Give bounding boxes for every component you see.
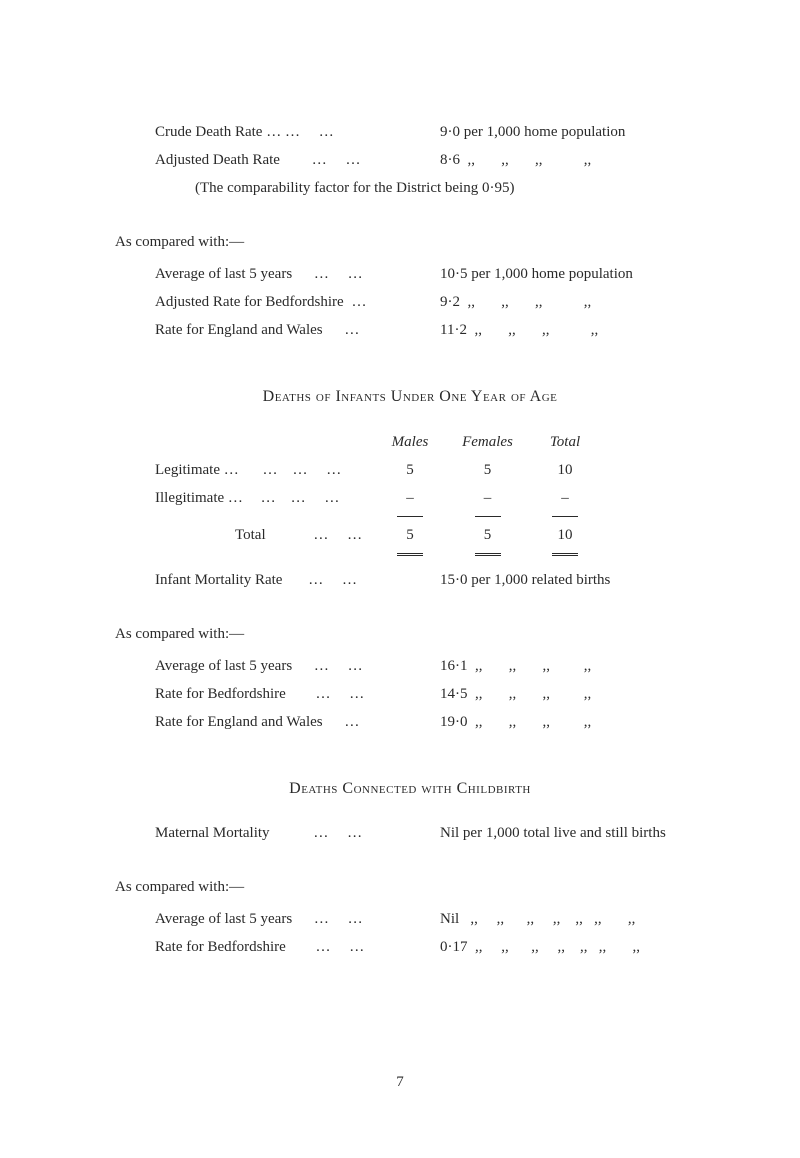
dots: … <box>344 322 359 338</box>
cell: 5 <box>445 523 530 547</box>
label: Adjusted Death Rate <box>155 152 280 168</box>
section-death-rates: Crude Death Rate … … … 9·0 per 1,000 hom… <box>115 120 705 342</box>
section3-title: Deaths Connected with Childbirth <box>115 776 705 802</box>
label: Rate for England and Wales <box>155 322 323 338</box>
value: 8·6 ,, ,, ,, ,, <box>440 148 705 172</box>
dots: … … <box>314 266 363 282</box>
label: Rate for Bedfordshire <box>155 686 286 702</box>
stat-row: Rate for Bedfordshire … … 0·17 ,, ,, ,, … <box>115 935 705 959</box>
dots: … … … <box>262 462 341 478</box>
label: Rate for Bedfordshire <box>155 939 286 955</box>
value: Nil ,, ,, ,, ,, ,, ,, ,, <box>440 907 705 931</box>
dots: … … <box>316 939 365 955</box>
stat-row: Average of last 5 years … … 10·5 per 1,0… <box>115 262 705 286</box>
label: Legitimate … <box>155 462 239 478</box>
dots: … … <box>285 124 334 140</box>
value: Nil per 1,000 total live and still birth… <box>440 821 705 845</box>
stat-row: Rate for England and Wales … 11·2 ,, ,, … <box>115 318 705 342</box>
infants-table: Males Females Total Legitimate … … … … 5… <box>155 430 705 558</box>
value: 11·2 ,, ,, ,, ,, <box>440 318 705 342</box>
page-number: 7 <box>396 1070 404 1094</box>
compared-with-label: As compared with:— <box>115 875 705 899</box>
double-rule-icon <box>552 553 578 556</box>
label: Crude Death Rate … <box>155 124 281 140</box>
double-rule-icon <box>475 553 501 556</box>
value: 14·5 ,, ,, ,, ,, <box>440 682 705 706</box>
comparability-note: (The comparability factor for the Distri… <box>115 176 705 200</box>
th-males: Males <box>375 430 445 454</box>
cell: – <box>530 486 600 510</box>
th-females: Females <box>445 430 530 454</box>
double-rule-icon <box>397 553 423 556</box>
dots: … <box>351 294 366 310</box>
cell: 5 <box>375 523 445 547</box>
dots: … … … <box>261 490 340 506</box>
dots: … <box>344 714 359 730</box>
stat-row: Average of last 5 years … … 16·1 ,, ,, ,… <box>115 654 705 678</box>
stat-row: Adjusted Rate for Bedfordshire … 9·2 ,, … <box>115 290 705 314</box>
value: 19·0 ,, ,, ,, ,, <box>440 710 705 734</box>
stat-row: Maternal Mortality … … Nil per 1,000 tot… <box>115 821 705 845</box>
stat-row: Infant Mortality Rate … … 15·0 per 1,000… <box>115 568 705 592</box>
th-total: Total <box>530 430 600 454</box>
value: 15·0 per 1,000 related births <box>440 568 705 592</box>
cell: – <box>375 486 445 510</box>
label: Average of last 5 years <box>155 266 292 282</box>
label: Adjusted Rate for Bedfordshire <box>155 294 344 310</box>
stat-row: Rate for Bedfordshire … … 14·5 ,, ,, ,, … <box>115 682 705 706</box>
value: 16·1 ,, ,, ,, ,, <box>440 654 705 678</box>
value: 0·17 ,, ,, ,, ,, ,, ,, ,, <box>440 935 705 959</box>
label: Average of last 5 years <box>155 911 292 927</box>
stat-row: Rate for England and Wales … 19·0 ,, ,, … <box>115 710 705 734</box>
cell: 10 <box>530 458 600 482</box>
rule-icon <box>397 516 423 517</box>
rule-icon <box>475 516 501 517</box>
dots: … … <box>314 658 363 674</box>
dots: … … <box>313 825 362 841</box>
stat-row: Crude Death Rate … … … 9·0 per 1,000 hom… <box>115 120 705 144</box>
label: Average of last 5 years <box>155 658 292 674</box>
compared-with-label: As compared with:— <box>115 230 705 254</box>
cell: 5 <box>375 458 445 482</box>
stat-row: Adjusted Death Rate … … 8·6 ,, ,, ,, ,, <box>115 148 705 172</box>
dots: … … <box>312 152 361 168</box>
dots: … … <box>314 911 363 927</box>
dots: … … <box>308 572 357 588</box>
section2-title: Deaths of Infants Under One Year of Age <box>115 384 705 410</box>
dots: … … <box>316 686 365 702</box>
value: 9·0 per 1,000 home population <box>440 120 705 144</box>
label: Maternal Mortality <box>155 825 270 841</box>
cell: 10 <box>530 523 600 547</box>
label: Illegitimate … <box>155 490 243 506</box>
cell: – <box>445 486 530 510</box>
stat-row: Average of last 5 years … … Nil ,, ,, ,,… <box>115 907 705 931</box>
cell: 5 <box>445 458 530 482</box>
label: Rate for England and Wales <box>155 714 323 730</box>
label: Infant Mortality Rate <box>155 572 282 588</box>
value: 9·2 ,, ,, ,, ,, <box>440 290 705 314</box>
dots: … … <box>313 527 362 543</box>
label: Total <box>235 527 266 543</box>
value: 10·5 per 1,000 home population <box>440 262 705 286</box>
compared-with-label: As compared with:— <box>115 622 705 646</box>
rule-icon <box>552 516 578 517</box>
